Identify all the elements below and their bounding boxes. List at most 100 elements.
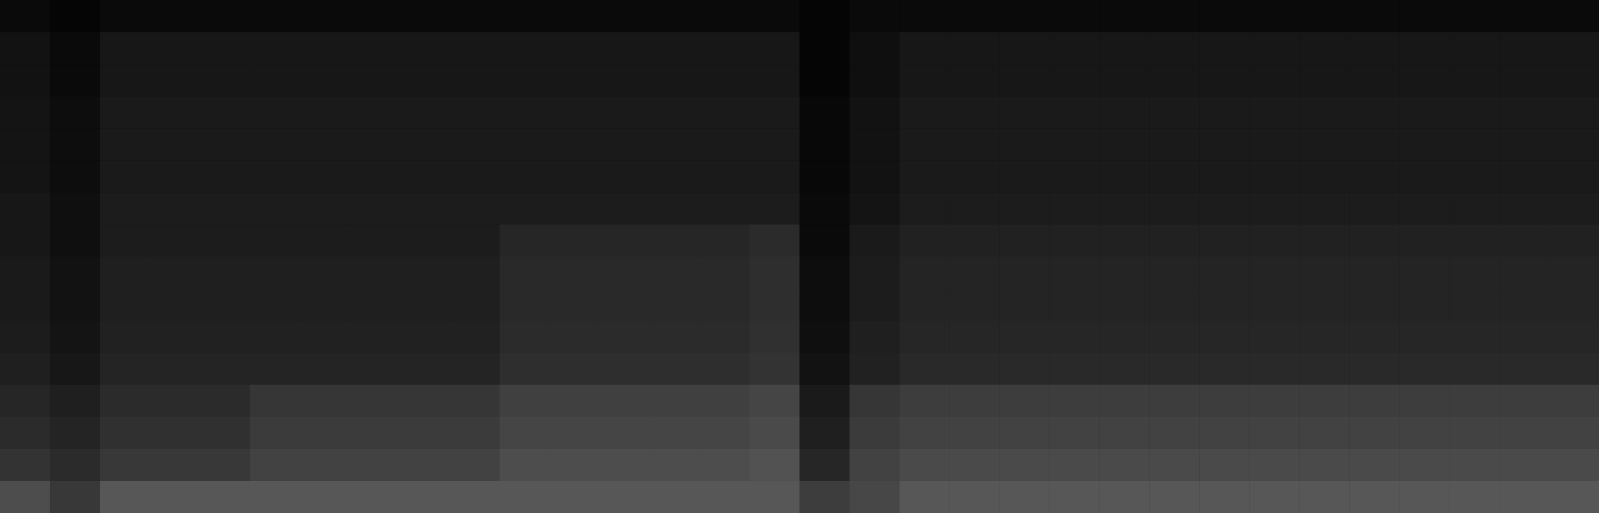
cell <box>1399 0 1449 33</box>
cell <box>250 449 300 482</box>
cell <box>250 257 300 290</box>
cell <box>899 289 949 322</box>
cell <box>999 353 1049 386</box>
cell <box>1349 160 1399 193</box>
cell <box>999 289 1049 322</box>
cell <box>999 192 1049 225</box>
cell <box>400 481 450 513</box>
cell <box>1299 224 1349 257</box>
cell <box>50 160 100 193</box>
cell <box>550 353 600 386</box>
cell <box>150 64 200 97</box>
cell <box>400 224 450 257</box>
cell <box>550 224 600 257</box>
chart <box>0 0 1599 513</box>
cell <box>1349 96 1399 129</box>
cell <box>849 160 899 193</box>
cell <box>550 128 600 161</box>
cell <box>500 32 550 65</box>
cell <box>1449 96 1499 129</box>
cell <box>800 224 850 257</box>
cell <box>550 449 600 482</box>
cell <box>1449 449 1499 482</box>
cell <box>1099 160 1149 193</box>
cell <box>0 417 50 450</box>
cell <box>700 257 750 290</box>
cell <box>1199 0 1249 33</box>
cell <box>50 96 100 129</box>
cell <box>1449 417 1499 450</box>
cell <box>1099 128 1149 161</box>
cell <box>150 449 200 482</box>
cell <box>450 128 500 161</box>
cell <box>600 257 650 290</box>
cell <box>350 64 400 97</box>
cell <box>1349 128 1399 161</box>
cell <box>849 449 899 482</box>
cell <box>250 32 300 65</box>
cell <box>350 32 400 65</box>
cell <box>150 160 200 193</box>
cell <box>350 417 400 450</box>
cell <box>700 64 750 97</box>
cell <box>750 353 800 386</box>
cell <box>100 289 150 322</box>
cell <box>1249 96 1299 129</box>
cell <box>400 449 450 482</box>
cell <box>600 321 650 354</box>
cell <box>1149 0 1199 33</box>
cell <box>50 224 100 257</box>
cell <box>650 417 700 450</box>
cell <box>899 0 949 33</box>
cell <box>1099 385 1149 418</box>
cell <box>899 417 949 450</box>
cell <box>300 0 350 33</box>
cell <box>1499 449 1549 482</box>
cell <box>1549 449 1599 482</box>
cell <box>999 32 1049 65</box>
cell <box>400 64 450 97</box>
cell <box>1499 32 1549 65</box>
cell <box>250 481 300 513</box>
cell <box>50 449 100 482</box>
cell <box>849 64 899 97</box>
cell <box>300 353 350 386</box>
cell <box>500 353 550 386</box>
cell <box>250 353 300 386</box>
cell <box>450 224 500 257</box>
cell <box>1499 417 1549 450</box>
cell <box>1499 385 1549 418</box>
cell <box>849 321 899 354</box>
cell <box>849 192 899 225</box>
cell <box>1049 160 1099 193</box>
cell <box>650 257 700 290</box>
cell <box>1249 257 1299 290</box>
cell <box>700 128 750 161</box>
cell <box>1449 0 1499 33</box>
cell <box>200 128 250 161</box>
cell <box>350 192 400 225</box>
cell <box>949 289 999 322</box>
cell <box>999 224 1049 257</box>
cell <box>100 481 150 513</box>
cell <box>550 289 600 322</box>
cell <box>1249 385 1299 418</box>
cell <box>100 257 150 290</box>
cell <box>750 289 800 322</box>
cell <box>550 481 600 513</box>
cell <box>1149 353 1199 386</box>
cell <box>1099 321 1149 354</box>
cell <box>800 257 850 290</box>
cell <box>949 481 999 513</box>
cell <box>100 417 150 450</box>
cell <box>1499 224 1549 257</box>
cell <box>350 257 400 290</box>
cell <box>650 0 700 33</box>
cell <box>300 96 350 129</box>
cell <box>650 385 700 418</box>
cell <box>150 353 200 386</box>
cell <box>750 385 800 418</box>
cell <box>1449 321 1499 354</box>
cell <box>200 321 250 354</box>
cell <box>500 257 550 290</box>
